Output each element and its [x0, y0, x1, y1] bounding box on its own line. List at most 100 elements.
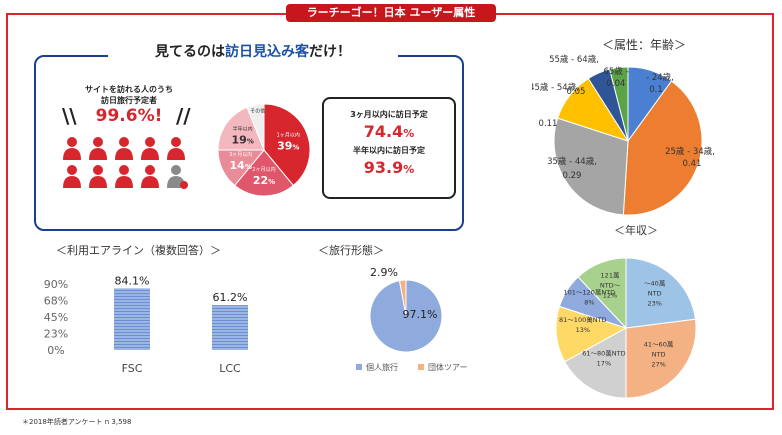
- person-icon: [115, 137, 133, 160]
- person-icon: [63, 137, 81, 160]
- age-value-3: 0.29: [563, 171, 582, 181]
- visit-title-prefix: 見てるのは: [155, 44, 225, 60]
- stat-3m-unit: %: [403, 127, 415, 140]
- person-body: [89, 148, 107, 160]
- airline-y-tick-4: 0%: [47, 344, 64, 357]
- person-body: [115, 176, 133, 188]
- stat-3m-value: 74.4%: [324, 122, 454, 141]
- visit-timing-label-4: その他: [250, 107, 265, 114]
- income-slice-4: [555, 305, 628, 363]
- person-body: [141, 176, 159, 188]
- age-slice-2: [622, 80, 703, 216]
- travel-legend-label-1: 団体ツアー: [428, 362, 468, 372]
- travel-legend-swatch-1: [418, 364, 424, 370]
- person-icon: [167, 137, 185, 160]
- person-head: [171, 137, 181, 147]
- people-icon-grid: [63, 137, 188, 189]
- age-value-1: 0.1: [649, 85, 663, 95]
- person-head: [145, 137, 155, 147]
- income-slice-1: [625, 257, 697, 329]
- visit-timing-slice-1: [233, 149, 295, 197]
- visit-timing-label-2: 3ヶ月以内: [229, 151, 252, 158]
- travel-legend-swatch-0: [356, 364, 362, 370]
- airline-category-1: LCC: [219, 362, 241, 375]
- visit-timing-slice-0: [263, 103, 311, 187]
- person-head: [93, 165, 103, 175]
- visit-timing-slice-3: [217, 106, 265, 151]
- airline-value-label-0: 84.1%: [115, 274, 150, 287]
- income-label-1-0: 〜40萬: [644, 278, 666, 287]
- airline-bar-chart: 90% 68% 45% 23% 0% 84.1% FSC 61.2% LCC: [44, 274, 248, 375]
- stat-6m-unit: %: [403, 163, 415, 176]
- stat-6m-value: 93.9%: [324, 158, 454, 177]
- visit-stats-box: 3ヶ月以内に訪日予定 74.4% 半年以内に訪日予定 93.9%: [322, 97, 456, 199]
- visit-timing-label-3: 半年以内: [233, 126, 253, 133]
- visit-timing-unit-0: %: [292, 143, 299, 151]
- person-head: [119, 137, 129, 147]
- slash-left-icon: \\: [62, 104, 77, 128]
- visit-timing-value-1: 22%: [253, 174, 275, 187]
- visit-timing-value-0: 39%: [277, 139, 299, 152]
- age-value-0: 0.04: [607, 79, 626, 89]
- person-head: [93, 137, 103, 147]
- footnote: ＊2018年読者アンケート n 3,598: [22, 418, 132, 426]
- visit-timing-label-0: 1ヶ月以内: [277, 131, 300, 138]
- person-body: [167, 148, 185, 160]
- visit-timing-unit-2: %: [245, 163, 252, 171]
- visit-timing-label-1: 2ヶ月以内: [252, 166, 275, 173]
- person-head: [119, 165, 129, 175]
- travel-chart-title: ＜旅行形態＞: [318, 244, 384, 257]
- stat-6m-label: 半年以内に訪日予定: [353, 146, 425, 155]
- person-head: [171, 165, 181, 175]
- person-red-mark: [180, 181, 188, 189]
- age-label-3: 35歳 - 44歳,: [547, 156, 597, 167]
- person-body: [115, 148, 133, 160]
- airline-y-tick-2: 45%: [44, 311, 68, 324]
- person-icon: [63, 165, 81, 188]
- person-head: [67, 165, 77, 175]
- stat-3m-label: 3ヶ月以内に訪日予定: [350, 110, 428, 119]
- person-body: [63, 148, 81, 160]
- income-slice-2: [625, 318, 697, 399]
- person-body: [89, 176, 107, 188]
- person-icon: [115, 165, 133, 188]
- income-value-0: 12%: [603, 292, 617, 300]
- visit-title-suffix: だけ！: [309, 44, 351, 60]
- person-head: [67, 137, 77, 147]
- person-body: [63, 176, 81, 188]
- income-slice-3: [563, 327, 627, 399]
- age-pie-chart: 65歳 - 0.04 - 24歳, 0.1 25歳 - 34歳, 0.41 35歳 - 44…: [532, 54, 715, 216]
- person-icon: [141, 165, 159, 188]
- site-label-line1: サイトを訪れる人のうち: [85, 85, 173, 94]
- age-value-2: 0.41: [683, 159, 702, 169]
- visitor-percentage: 99.6%!: [95, 106, 163, 126]
- header-banner: ラーチーゴー！日本 ユーザー属性: [286, 4, 496, 22]
- income-label-5-0: 101〜120萬NTD: [564, 288, 616, 297]
- age-value-4: 0.11: [539, 119, 558, 129]
- visit-timing-value-3: 19%: [232, 134, 254, 147]
- age-value-5: 0.05: [567, 87, 586, 97]
- visit-timing-unit-3: %: [247, 138, 254, 146]
- age-chart-title: ＜属性：年齢＞: [602, 38, 687, 52]
- person-icon: [167, 165, 188, 189]
- income-value-4: 13%: [576, 326, 590, 334]
- stat-6m-number: 93.9: [363, 158, 404, 177]
- age-label-0: 65歳 -: [603, 66, 628, 77]
- income-label-2-0: 41〜60萬: [644, 340, 674, 349]
- person-head: [145, 165, 155, 175]
- airline-y-tick-0: 90%: [44, 278, 68, 291]
- stat-3m-number: 74.4: [363, 122, 404, 141]
- age-slice-5: [587, 68, 629, 142]
- income-value-1: 23%: [647, 299, 661, 307]
- income-label-2-1: NTD: [652, 351, 666, 359]
- visit-panel-title: 見てるのは訪日見込み客だけ！: [108, 38, 398, 66]
- person-icon: [89, 165, 107, 188]
- age-label-2: 25歳 - 34歳,: [665, 146, 715, 157]
- visit-title-highlight: 訪日見込み客: [225, 44, 309, 60]
- airline-bar-0: [114, 288, 150, 350]
- income-label-1-1: NTD: [648, 289, 662, 297]
- income-pie-chart: 121萬 NTD〜 12% 〜40萬 NTD 23% 41〜60萬 NTD 27% 61〜80萬N…: [555, 257, 697, 399]
- person-body: [141, 148, 159, 160]
- travel-pie-chart: 97.1% 2.9% 個人旅行 団体ツアー: [356, 266, 468, 372]
